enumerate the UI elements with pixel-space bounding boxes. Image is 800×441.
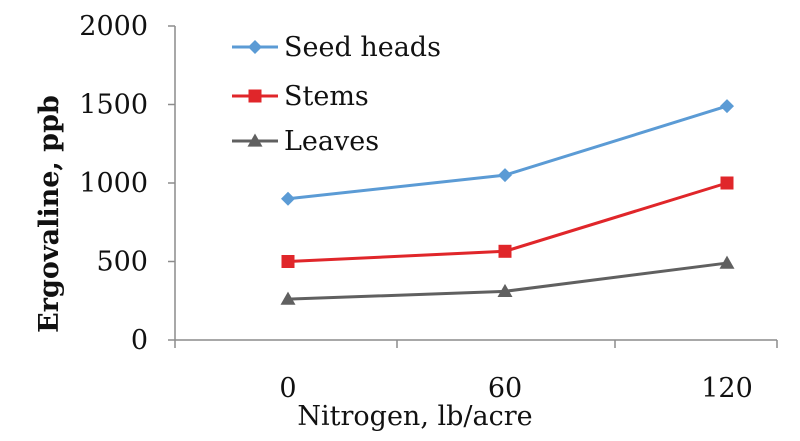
legend-marker	[248, 89, 262, 103]
data-point	[497, 283, 513, 297]
y-tick-label: 0	[131, 325, 148, 356]
x-tick-label: 0	[279, 373, 296, 404]
series-stems	[281, 176, 734, 268]
legend-label: Stems	[284, 81, 369, 112]
legend-label: Leaves	[284, 126, 379, 157]
x-tick-label: 60	[488, 373, 522, 404]
series-leaves	[280, 255, 735, 305]
series-seed-heads	[281, 99, 734, 206]
plot-area	[280, 99, 735, 305]
legend-marker	[247, 133, 263, 147]
data-point	[720, 99, 734, 114]
legend: Seed heads Stems Leaves	[232, 32, 441, 157]
x-tick-label: 120	[701, 373, 753, 404]
data-point	[281, 191, 295, 206]
data-point	[720, 176, 734, 190]
data-point	[281, 255, 295, 268]
y-tick-label: 1000	[79, 168, 148, 199]
legend-label: Seed heads	[284, 32, 441, 63]
y-axis-title: Ergovaline, ppb	[34, 95, 65, 333]
legend-entry: Leaves	[232, 126, 379, 157]
y-tick-label: 1500	[79, 90, 148, 121]
y-tick-label: 500	[96, 247, 148, 278]
legend-marker	[248, 40, 262, 54]
x-ticks: 0 60 120	[174, 340, 778, 404]
legend-entry: Seed heads	[232, 32, 441, 63]
y-ticks: 0 500 1000 1500 2000	[79, 11, 175, 356]
data-point	[280, 291, 296, 305]
legend-entry: Stems	[232, 81, 369, 112]
data-point	[498, 244, 512, 258]
data-point	[719, 255, 735, 269]
data-point	[498, 168, 512, 183]
y-tick-label: 2000	[79, 11, 148, 42]
x-axis-title: Nitrogen, lb/acre	[297, 401, 532, 432]
